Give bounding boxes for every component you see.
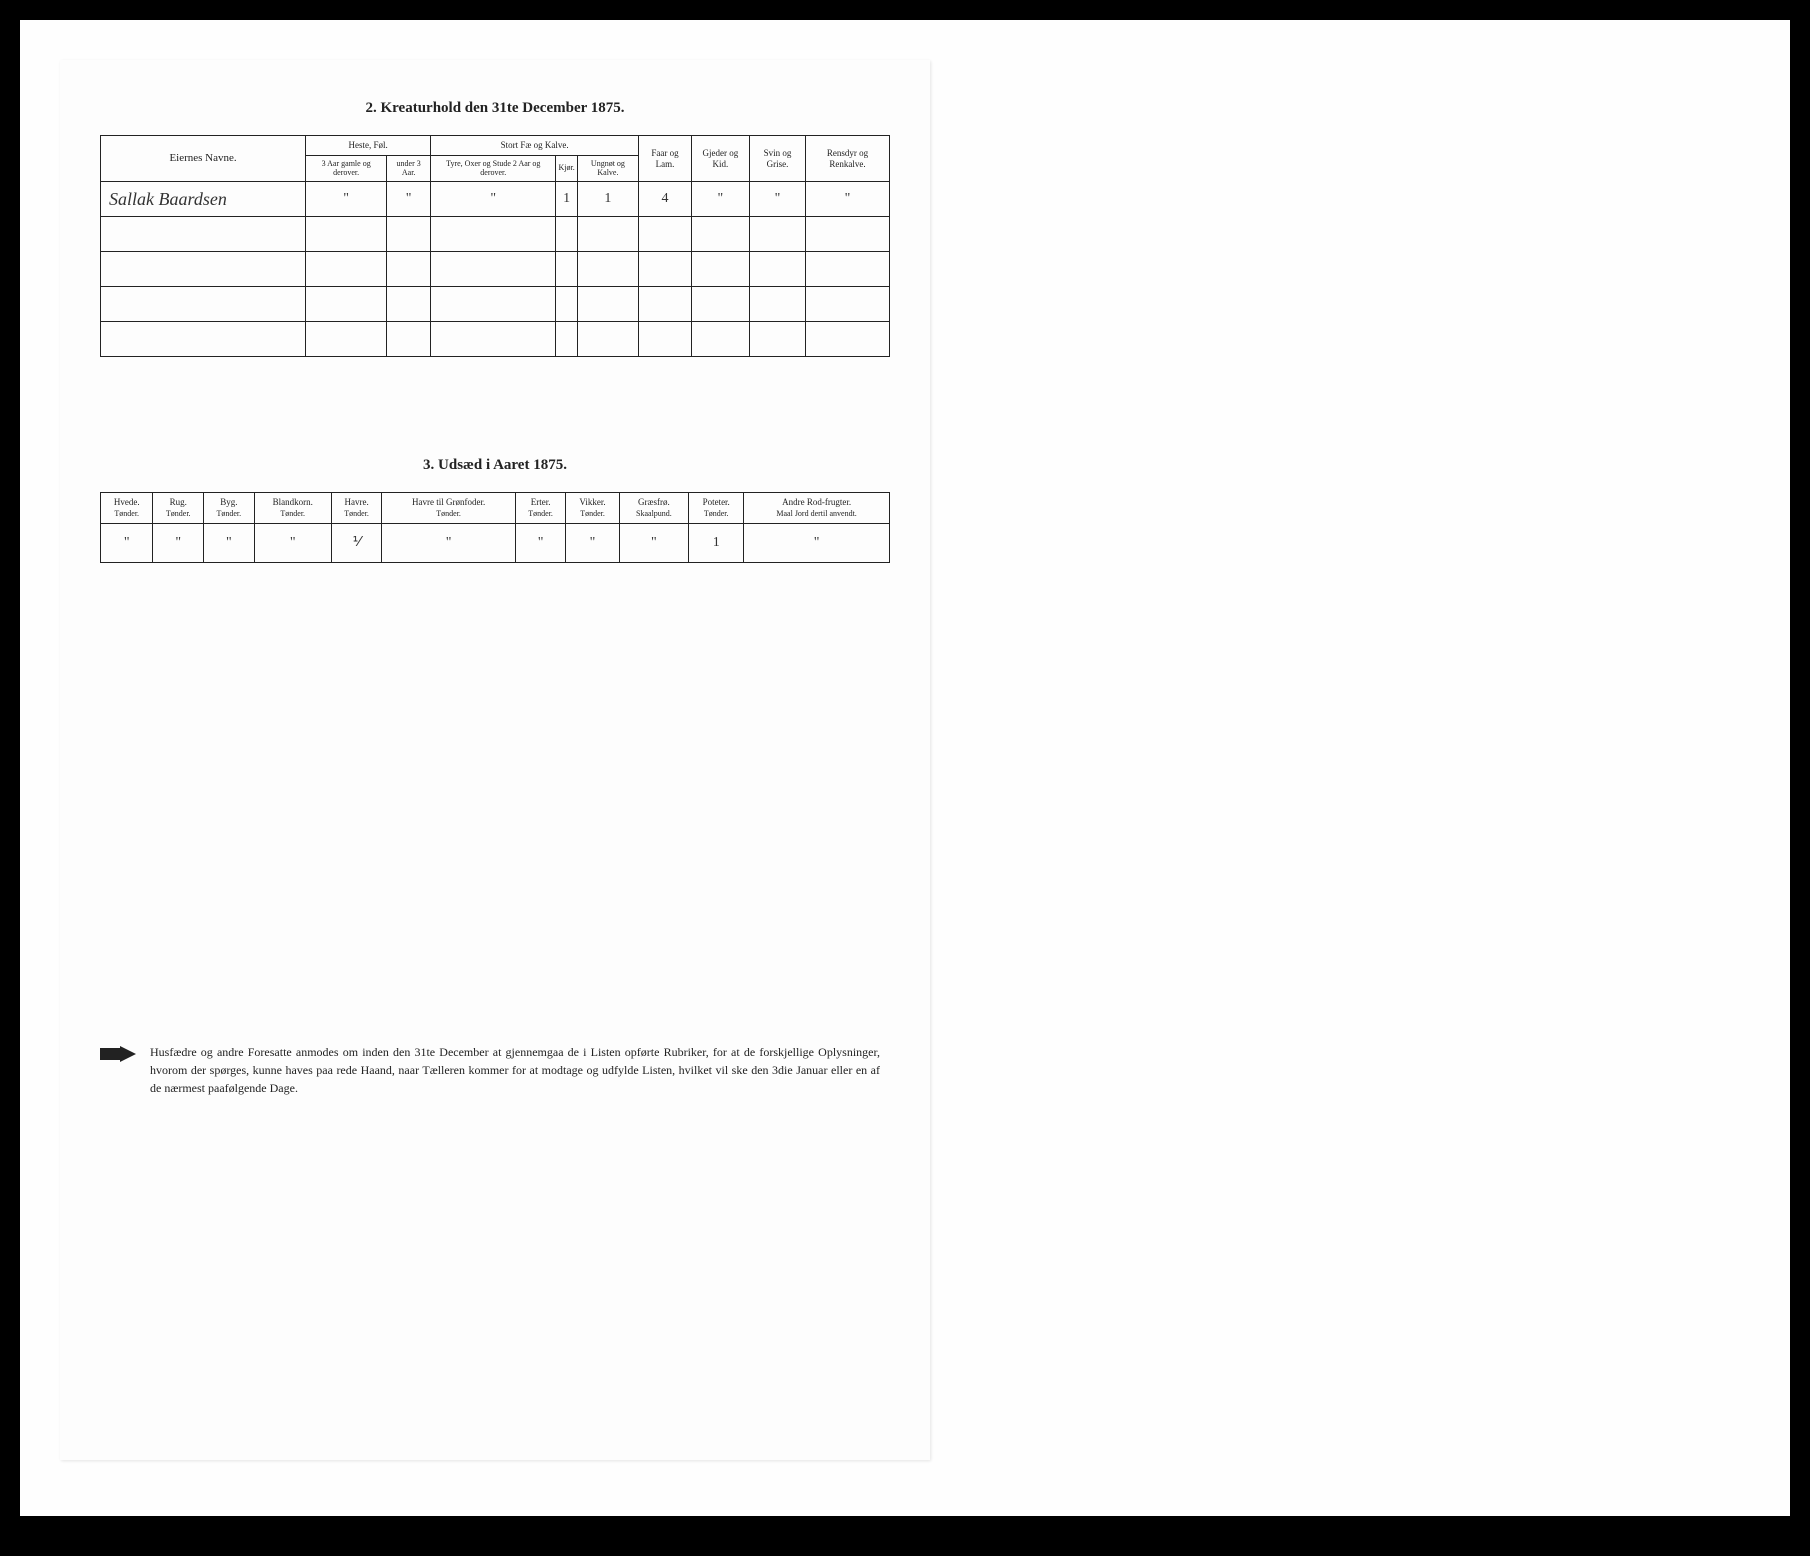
table-row: " " " " ⅟ " " " " 1 " (101, 523, 890, 562)
owner-name-cell: Sallak Baardsen (101, 182, 306, 217)
table-row-empty (101, 252, 890, 287)
cell: " (749, 182, 805, 217)
header-heste-a: 3 Aar gamle og derover. (306, 155, 387, 182)
cell: 1 (556, 182, 577, 217)
cell: " (619, 523, 689, 562)
header-faar: Faar og Lam. (639, 136, 692, 182)
spacer (100, 357, 890, 447)
table-row-empty (101, 322, 890, 357)
header-heste-b: under 3 Aar. (387, 155, 431, 182)
header-rug: Rug.Tønder. (153, 493, 204, 524)
scan-background: 2. Kreaturhold den 31te December 1875. E… (20, 20, 1790, 1516)
header-hvede: Hvede.Tønder. (101, 493, 153, 524)
cell: ⅟ (331, 523, 382, 562)
header-name: Eiernes Navne. (101, 136, 306, 182)
header-blandkorn: Blandkorn.Tønder. (254, 493, 331, 524)
header-gjeder: Gjeder og Kid. (691, 136, 749, 182)
cell: 1 (577, 182, 638, 217)
cell: " (806, 182, 890, 217)
header-vikker: Vikker.Tønder. (566, 493, 619, 524)
cell: " (566, 523, 619, 562)
cell: " (431, 182, 556, 217)
cell: " (387, 182, 431, 217)
pointing-hand-icon (100, 1045, 138, 1063)
table-row-empty (101, 287, 890, 322)
cell: " (691, 182, 749, 217)
cell: " (101, 523, 153, 562)
footer-note: Husfædre og andre Foresatte anmodes om i… (100, 1043, 890, 1097)
header-stort-c: Ungnøt og Kalve. (577, 155, 638, 182)
header-havre: Havre.Tønder. (331, 493, 382, 524)
cell: " (382, 523, 515, 562)
header-erter: Erter.Tønder. (515, 493, 566, 524)
header-havre-gf: Havre til Grønfoder.Tønder. (382, 493, 515, 524)
cell: " (254, 523, 331, 562)
section-1-title: 2. Kreaturhold den 31te December 1875. (100, 100, 890, 117)
header-stort-b: Kjør. (556, 155, 577, 182)
header-poteter: Poteter.Tønder. (689, 493, 744, 524)
seed-table: Hvede.Tønder. Rug.Tønder. Byg.Tønder. Bl… (100, 492, 890, 563)
cell: " (153, 523, 204, 562)
header-heste-group: Heste, Føl. (306, 136, 431, 156)
census-form-page: 2. Kreaturhold den 31te December 1875. E… (60, 60, 930, 1460)
cell: " (204, 523, 255, 562)
cell: 4 (639, 182, 692, 217)
header-andre: Andre Rod-frugter.Maal Jord dertil anven… (744, 493, 890, 524)
table-row: Sallak Baardsen " " " 1 1 4 " " " (101, 182, 890, 217)
header-byg: Byg.Tønder. (204, 493, 255, 524)
livestock-table: Eiernes Navne. Heste, Føl. Stort Fæ og K… (100, 135, 890, 357)
header-svin: Svin og Grise. (749, 136, 805, 182)
header-stort-a: Tyre, Oxer og Stude 2 Aar og derover. (431, 155, 556, 182)
cell: " (744, 523, 890, 562)
header-stort-group: Stort Fæ og Kalve. (431, 136, 639, 156)
cell: " (515, 523, 566, 562)
cell: " (306, 182, 387, 217)
section-2-title: 3. Udsæd i Aaret 1875. (100, 457, 890, 474)
footer-text: Husfædre og andre Foresatte anmodes om i… (150, 1045, 880, 1095)
table-row-empty (101, 217, 890, 252)
header-rensdyr: Rensdyr og Renkalve. (806, 136, 890, 182)
header-graesfro: Græsfrø.Skaalpund. (619, 493, 689, 524)
cell: 1 (689, 523, 744, 562)
